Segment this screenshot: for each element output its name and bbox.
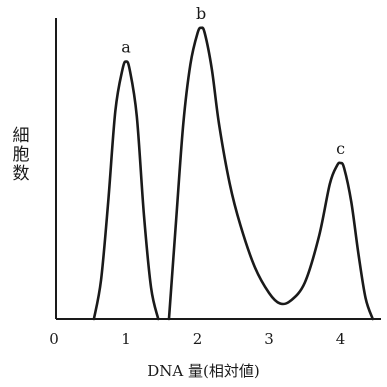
x-tick-label: 2 [193,330,203,348]
peak-label: c [336,139,345,158]
y-axis-label-char: 細 [12,126,30,146]
x-tick-label: 4 [336,330,346,348]
series-line [167,26,375,321]
series-line [92,60,160,321]
x-tick-label: 3 [264,330,274,348]
x-tick-label: 0 [49,330,59,348]
y-axis-label-char: 数 [12,164,30,185]
y-axis-label-char: 胞 [12,145,30,166]
x-axis-label-text: DNA 量(相対値) [147,362,260,380]
y-axis-label: 細 胞 数 [8,126,34,185]
x-tick-label: 1 [121,330,131,348]
x-axis-label: DNA 量(相対値) [0,360,387,381]
peak-label: b [196,4,206,23]
peak-label: a [121,38,131,57]
